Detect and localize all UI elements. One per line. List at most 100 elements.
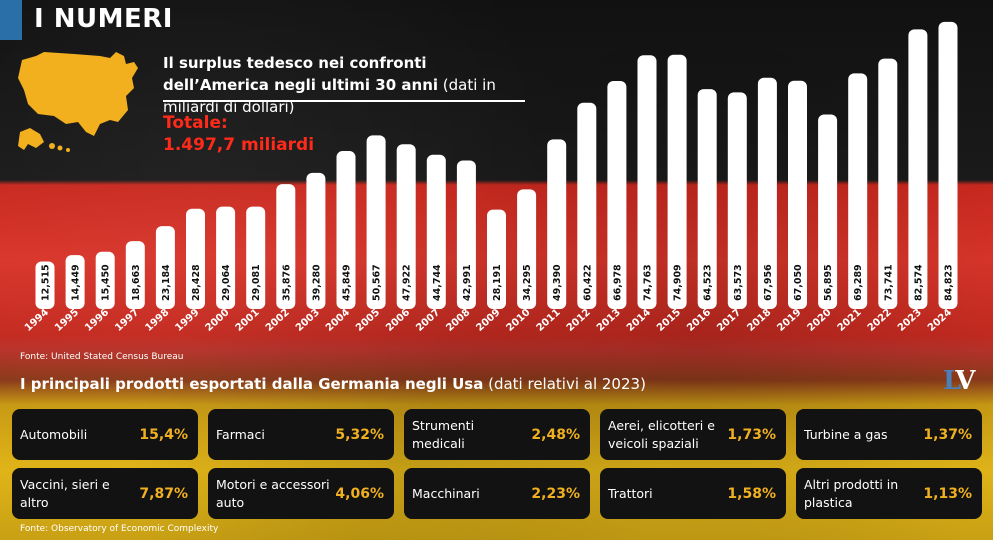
x-tick-label: 2009 [474, 307, 502, 334]
export-card: Turbine a gas 1,37% [796, 409, 982, 460]
bar-value-label: 60,422 [582, 264, 593, 301]
export-card: Macchinari 2,23% [404, 468, 590, 519]
export-name: Macchinari [412, 485, 480, 501]
x-tick-label: 2012 [565, 307, 593, 334]
bar-value-label: 74,909 [673, 264, 684, 301]
bar-2023 [908, 29, 928, 309]
bar-value-label: 64,523 [703, 264, 714, 301]
bar-2013 [607, 81, 627, 309]
bar-2005 [366, 135, 386, 309]
bar-value-label: 23,184 [161, 264, 172, 301]
bar-value-label: 66,978 [612, 264, 623, 301]
x-tick-label: 2017 [715, 307, 743, 334]
subtitle-rule [163, 100, 525, 102]
bar-1996 [95, 251, 115, 309]
bar-value-label: 49,390 [552, 264, 563, 301]
export-card: Automobili 15,4% [12, 409, 198, 460]
bar-value-label: 44,744 [432, 264, 443, 301]
header-accent [0, 0, 22, 40]
bar-2011 [547, 139, 567, 309]
export-name: Motori e accessori auto [216, 476, 330, 510]
x-tick-label: 2023 [896, 307, 924, 334]
x-tick-label: 2018 [745, 307, 773, 334]
bar-value-label: 35,876 [281, 264, 292, 301]
bar-value-label: 50,567 [372, 264, 383, 301]
x-tick-label: 2011 [535, 307, 563, 334]
logo-letter-v: V [955, 366, 975, 396]
bar-1998 [155, 226, 175, 309]
x-tick-label: 2005 [354, 307, 382, 334]
bar-value-label: 29,064 [221, 264, 232, 301]
bar-2000 [216, 206, 236, 309]
bar-2019 [788, 80, 807, 310]
lv-logo: LV [943, 366, 979, 396]
x-tick-label: 2013 [595, 307, 623, 334]
bar-value-label: 42,991 [462, 264, 473, 301]
exports-title: I principali prodotti esportati dalla Ge… [20, 375, 646, 393]
bar-2006 [396, 144, 416, 309]
bar-chart: 12,515 1994 14,449 1995 15,450 1996 18,663 1997… [40, 29, 955, 334]
export-percentage: 1,58% [727, 485, 776, 502]
x-tick-label: 2003 [294, 307, 322, 334]
bar-2007 [426, 154, 446, 309]
x-tick-label: 2007 [414, 307, 442, 334]
export-percentage: 1,73% [727, 426, 776, 443]
export-name: Altri prodotti in plastica [804, 476, 899, 510]
chart-subtitle: Il surplus tedesco nei confronti dell’Am… [163, 52, 525, 118]
bar-2017 [727, 92, 747, 309]
total-block: Totale: 1.497,7 miliardi [163, 112, 314, 156]
bar-value-label: 56,895 [823, 264, 834, 301]
bar-2022 [878, 58, 898, 309]
export-card: Vaccini, sieri e altro 7,87% [12, 468, 198, 519]
x-tick-label: 1996 [83, 307, 111, 334]
bar-value-label: 67,956 [763, 264, 774, 301]
export-percentage: 1,37% [923, 426, 972, 443]
export-name: Aerei, elicotteri e veicoli spaziali [608, 417, 715, 451]
bar-1999 [186, 208, 205, 309]
bar-2018 [757, 77, 777, 310]
export-name: Turbine a gas [804, 426, 888, 442]
bar-value-label: 15,450 [101, 264, 112, 301]
chart-subtitle-light: (dati in miliardi di dollari) [163, 76, 496, 116]
exports-source: Fonte: Observatory of Economic Complexit… [20, 524, 219, 534]
bar-value-label: 12,515 [41, 264, 52, 301]
x-tick-label: 2022 [866, 307, 894, 334]
bar-value-label: 84,823 [944, 264, 955, 301]
bar-2001 [246, 206, 266, 309]
export-card: Trattori 1,58% [600, 468, 786, 519]
bar-value-label: 28,428 [191, 264, 202, 301]
bar-2015 [667, 54, 687, 309]
x-tick-label: 2019 [775, 307, 803, 334]
exports-grid: Automobili 15,4% Farmaci 5,32% Strumenti med… [12, 409, 982, 519]
bar-value-label: 63,573 [733, 264, 744, 301]
x-tick-label: 1998 [143, 307, 171, 334]
bar-value-label: 82,574 [913, 264, 924, 301]
total-label: Totale: [163, 113, 228, 133]
x-tick-label: 1997 [113, 307, 141, 334]
page-title: I NUMERI [34, 4, 173, 34]
bar-value-label: 69,289 [853, 264, 864, 301]
x-tick-label: 2024 [926, 307, 954, 334]
export-percentage: 1,13% [923, 485, 972, 502]
bar-value-label: 45,849 [342, 264, 353, 301]
bar-value-label: 73,741 [883, 264, 894, 301]
bar-2021 [848, 73, 868, 309]
export-card: Strumenti medicali 2,48% [404, 409, 590, 460]
export-card: Farmaci 5,32% [208, 409, 394, 460]
export-percentage: 7,87% [139, 485, 188, 502]
bar-value-label: 18,663 [131, 264, 142, 301]
usa-map-icon [18, 52, 138, 152]
x-tick-label: 2004 [324, 307, 352, 334]
x-tick-label: 2002 [264, 307, 292, 334]
export-percentage: 5,32% [335, 426, 384, 443]
export-card: Aerei, elicotteri e veicoli spaziali 1,73… [600, 409, 786, 460]
bar-2008 [456, 160, 476, 309]
bar-2016 [697, 89, 717, 309]
x-tick-label: 2014 [625, 307, 653, 334]
x-tick-label: 2000 [204, 307, 232, 334]
export-percentage: 4,06% [335, 485, 384, 502]
x-tick-label: 2006 [384, 307, 412, 334]
exports-title-light: (dati relativi al 2023) [483, 375, 646, 393]
bar-2003 [306, 172, 326, 309]
bar-value-label: 39,280 [311, 264, 322, 301]
